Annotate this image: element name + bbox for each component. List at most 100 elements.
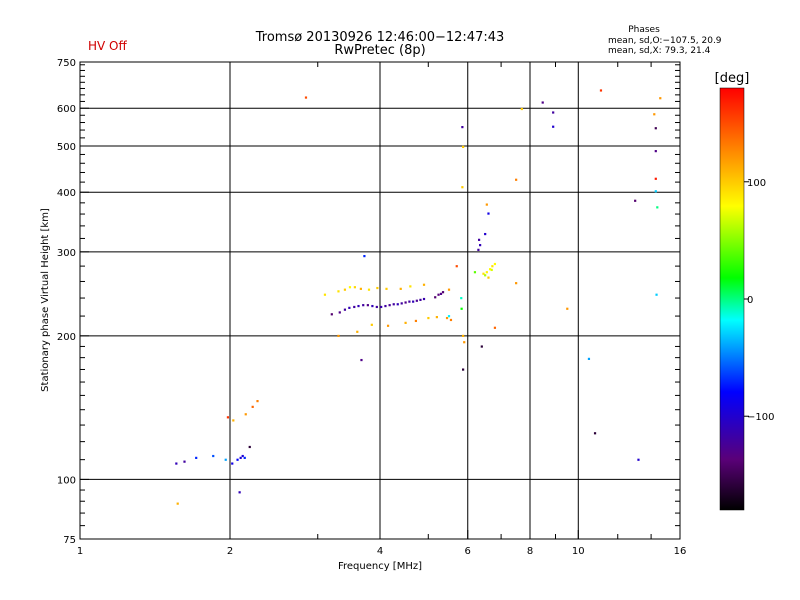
- data-point: [653, 113, 656, 116]
- data-point: [212, 454, 215, 458]
- x-tick-label: 1: [77, 546, 83, 557]
- data-point: [447, 315, 451, 318]
- data-point: [236, 458, 239, 461]
- data-point: [384, 304, 387, 308]
- data-point: [366, 304, 369, 307]
- data-point: [654, 150, 657, 153]
- data-point: [473, 271, 477, 274]
- data-point: [356, 330, 359, 333]
- data-point: [447, 288, 451, 291]
- data-point: [337, 334, 340, 338]
- data-point: [449, 318, 453, 322]
- data-point: [485, 271, 488, 274]
- y-tick-label: 300: [57, 248, 76, 259]
- data-point: [380, 305, 383, 309]
- data-point: [491, 265, 494, 268]
- data-point: [376, 286, 379, 290]
- y-tick-label: 750: [57, 58, 76, 69]
- x-axis-label: Frequency [MHz]: [338, 561, 422, 572]
- colorbar-label: [deg]: [715, 71, 750, 86]
- data-point: [489, 268, 492, 271]
- data-point: [477, 248, 480, 251]
- data-point: [362, 304, 365, 307]
- phase-stats-x: mean, sd,X: 79.3, 21.4: [608, 46, 711, 56]
- data-point: [493, 262, 497, 266]
- data-point: [422, 297, 426, 301]
- data-point: [408, 300, 411, 303]
- colorbar-ticks: 100 0 −100: [744, 178, 774, 423]
- data-point: [239, 456, 242, 459]
- data-point: [462, 368, 465, 371]
- data-point: [238, 491, 241, 494]
- data-point: [343, 288, 347, 291]
- data-point: [244, 413, 247, 416]
- data-point: [396, 303, 399, 306]
- data-point: [343, 308, 347, 311]
- data-point: [231, 462, 234, 465]
- data-point: [463, 341, 466, 344]
- data-point: [427, 316, 430, 320]
- data-point: [404, 321, 407, 324]
- data-point: [479, 244, 482, 247]
- data-point: [392, 303, 395, 306]
- data-point: [434, 296, 437, 299]
- data-point: [462, 334, 465, 338]
- y-axis-ticks: 75 100 200 300 400 500 600 750: [57, 58, 89, 546]
- x-tick-label: 4: [377, 546, 383, 557]
- data-point: [183, 460, 186, 463]
- data-point: [404, 301, 407, 304]
- data-point: [367, 288, 371, 291]
- y-tick-label: 100: [57, 475, 76, 486]
- data-point: [485, 203, 488, 206]
- data-point: [422, 283, 426, 286]
- x-tick-label: 2: [227, 546, 233, 557]
- data-point: [385, 287, 388, 290]
- hv-status-label: HV Off: [88, 39, 127, 53]
- data-point: [593, 432, 597, 435]
- data-point: [541, 101, 544, 104]
- data-point: [445, 316, 449, 320]
- data-point: [241, 454, 244, 458]
- data-point: [363, 255, 366, 258]
- data-point: [248, 445, 251, 449]
- minor-ticks: [80, 62, 680, 539]
- x-tick-label: 8: [527, 546, 533, 557]
- data-point: [462, 145, 465, 149]
- data-point: [480, 345, 483, 348]
- data-point: [330, 313, 333, 316]
- data-point: [435, 316, 438, 319]
- data-point: [460, 307, 463, 310]
- data-point: [353, 286, 356, 289]
- colorbar-tick-label: −100: [747, 412, 774, 423]
- data-point: [655, 293, 658, 296]
- data-point: [226, 416, 230, 419]
- data-point: [338, 311, 341, 314]
- x-tick-label: 16: [674, 546, 687, 557]
- data-point: [654, 127, 657, 130]
- data-point: [370, 323, 373, 326]
- data-point: [484, 274, 487, 277]
- data-point: [461, 126, 464, 129]
- data-point: [455, 265, 458, 268]
- data-point: [251, 405, 254, 408]
- data-point: [634, 199, 637, 202]
- x-axis-ticks: 1 2 4 6 8 10 16: [77, 530, 687, 557]
- data-point: [400, 302, 403, 305]
- data-point: [552, 111, 555, 114]
- data-point: [419, 298, 422, 301]
- data-points: [175, 89, 662, 505]
- data-point: [587, 357, 591, 360]
- data-point: [256, 400, 259, 403]
- x-tick-label: 6: [465, 546, 471, 557]
- data-point: [437, 293, 440, 296]
- data-point: [348, 306, 351, 309]
- y-axis-label: Stationary phase Virtual Height [km]: [40, 208, 51, 392]
- data-point: [323, 293, 327, 296]
- data-point: [409, 285, 412, 288]
- data-point: [515, 178, 518, 181]
- chart-title: Tromsø 20130926 12:46:00−12:47:43: [255, 30, 505, 45]
- data-point: [353, 305, 356, 309]
- data-point: [357, 304, 360, 308]
- data-point: [375, 305, 378, 309]
